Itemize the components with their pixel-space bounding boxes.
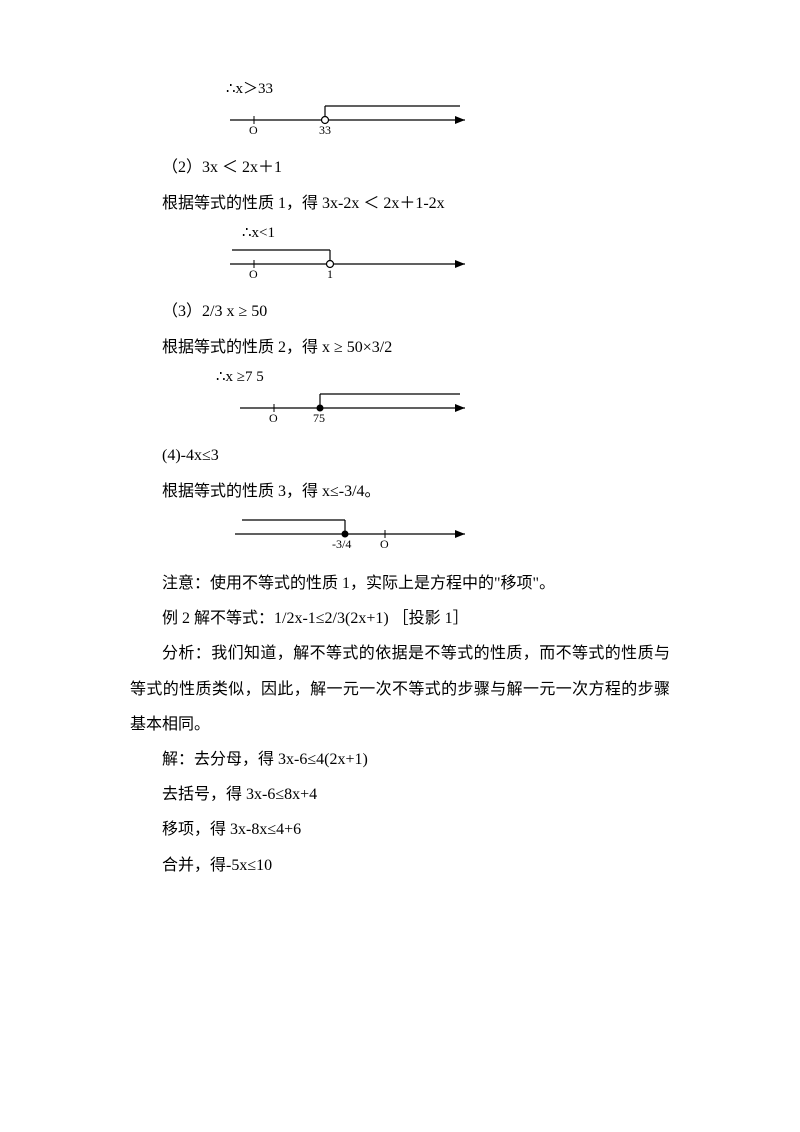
numberline-3: O 75 xyxy=(220,386,480,426)
numberline-1: O 33 xyxy=(220,98,480,138)
origin-label-2: O xyxy=(249,267,258,281)
numberline-3-block: ∴x ≥7 5 O 75 xyxy=(130,368,670,426)
part2-explain: 根据等式的性质 1，得 3x-2x ＜ 2x＋1-2x xyxy=(130,188,670,220)
numberline-4-block: O -3/4 xyxy=(130,512,670,552)
part2-heading: （2）3x ＜ 2x＋1 xyxy=(130,152,670,184)
result-3: ∴x ≥7 5 xyxy=(216,368,670,386)
step-4: 合并，得-5x≤10 xyxy=(130,848,670,883)
point-label-2: 1 xyxy=(327,267,333,281)
numberline-2-block: ∴x<1 O 1 xyxy=(130,224,670,282)
origin-label-1: O xyxy=(249,123,258,137)
result-2: ∴x<1 xyxy=(242,224,670,242)
point-label-1: 33 xyxy=(319,123,331,137)
step-1: 解：去分母，得 3x-6≤4(2x+1) xyxy=(130,742,670,777)
document-page: ∴x＞33 O 33 （2）3x ＜ 2x＋1 根据等式的性质 1，得 3x-2… xyxy=(0,0,800,943)
step-3: 移项，得 3x-8x≤4+6 xyxy=(130,812,670,847)
origin-label-4: O xyxy=(380,537,389,551)
analysis: 分析：我们知道，解不等式的依据是不等式的性质，而不等式的性质与等式的性质类似，因… xyxy=(130,636,670,742)
step-2: 去括号，得 3x-6≤8x+4 xyxy=(130,777,670,812)
numberline-4: O -3/4 xyxy=(220,512,480,552)
part3-heading: （3）2/3 x ≥ 50 xyxy=(130,296,670,328)
part4-heading: (4)-4x≤3 xyxy=(130,440,670,472)
numberline-1-block: ∴x＞33 O 33 xyxy=(130,80,670,138)
point-label-3: 75 xyxy=(313,411,325,425)
note-line: 注意：使用不等式的性质 1，实际上是方程中的"移项"。 xyxy=(130,566,670,601)
result-1: ∴x＞33 xyxy=(226,80,670,98)
numberline-2: O 1 xyxy=(220,242,480,282)
example-2: 例 2 解不等式：1/2x-1≤2/3(2x+1) ［投影 1］ xyxy=(130,601,670,636)
part3-explain: 根据等式的性质 2，得 x ≥ 50×3/2 xyxy=(130,332,670,364)
origin-label-3: O xyxy=(269,411,278,425)
part4-explain: 根据等式的性质 3，得 x≤-3/4。 xyxy=(130,476,670,508)
point-label-4: -3/4 xyxy=(332,537,351,551)
